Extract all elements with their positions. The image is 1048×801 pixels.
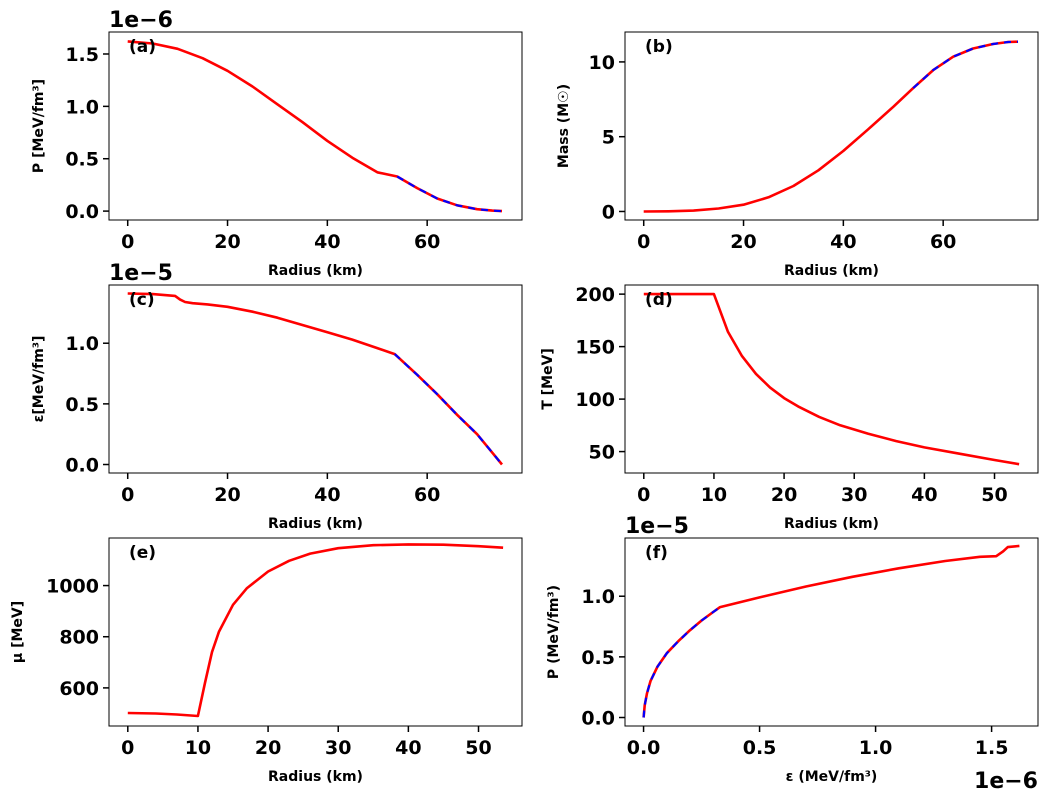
x-tick-label: 30	[325, 737, 351, 759]
x-tick-label: 20	[255, 737, 281, 759]
x-tick-label: 1.0	[859, 737, 893, 759]
y-tick-label: 1000	[46, 576, 99, 598]
y-axis-label: Mass (M☉)	[556, 84, 572, 168]
series-line-b-red	[643, 40, 1019, 213]
plot-frame-e	[108, 537, 523, 727]
x-tick-label: 40	[395, 737, 421, 759]
x-axis-label: Radius (km)	[784, 263, 879, 279]
y-tick-label: 0.0	[65, 455, 99, 477]
plot-frame-d	[624, 284, 1039, 474]
x-tick-label: 20	[730, 231, 756, 253]
panel-tag-c: (c)	[129, 290, 155, 310]
series-line-f-red	[642, 544, 1020, 718]
y-tick-label: 200	[575, 284, 615, 306]
chart-panel-f: 0.0 0.5 1.0 1.5 0.0 0.5 1.0 ε (MeV/fm³) P (MeV/f…	[546, 514, 1039, 794]
y-tick-label: 5	[602, 127, 615, 149]
x-tick-label: 60	[930, 231, 956, 253]
y-tick-label: 50	[589, 442, 615, 464]
x-tick-label: 40	[911, 484, 937, 506]
x-tick-label: 20	[214, 484, 240, 506]
x-tick-label: 60	[414, 231, 440, 253]
panel-tag-d: (d)	[645, 290, 673, 310]
x-axis-label: Radius (km)	[268, 516, 363, 532]
x-tick-label: 40	[830, 231, 856, 253]
chart-panel-d: 0 10 20 30 40 50 50 100 150 200 Radius (km) T [MeV]…	[540, 284, 1039, 532]
x-tick-label: 20	[771, 484, 797, 506]
chart-panel-b: 0 20 40 60 0 5 10 Radius (km) Mass (M☉) (b)	[556, 31, 1039, 279]
y-offset-text: 1e−5	[109, 261, 173, 286]
x-tick-label: 40	[314, 231, 340, 253]
x-tick-label: 50	[465, 737, 491, 759]
x-tick-label: 60	[414, 484, 440, 506]
panel-tag-f: (f)	[645, 543, 668, 563]
plot-frame-f	[624, 537, 1039, 727]
x-tick-label: 0	[637, 484, 650, 506]
x-tick-label: 1.5	[975, 737, 1009, 759]
x-tick-label: 30	[841, 484, 867, 506]
panel-tag-e: (e)	[129, 543, 156, 563]
series-line-d-red	[643, 292, 1020, 466]
chart-panel-c: 0 20 40 60 0.0 0.5 1.0 Radius (km) ε[MeV/fm³] (c)…	[31, 261, 523, 532]
plot-frame-b	[624, 31, 1039, 221]
y-tick-label: 0.5	[65, 394, 99, 416]
x-axis-label: Radius (km)	[268, 769, 363, 785]
x-axis-label: ε (MeV/fm³)	[786, 769, 878, 785]
x-tick-label: 20	[214, 231, 240, 253]
y-tick-label: 0.5	[581, 647, 615, 669]
chart-panel-e: 0 10 20 30 40 50 600 800 1000 Radius (km) μ [MeV] (…	[10, 537, 523, 785]
series-line-e-red	[127, 543, 504, 718]
y-tick-label: 800	[59, 627, 99, 649]
series-line-c-blue	[393, 353, 503, 466]
x-axis-label: Radius (km)	[784, 516, 879, 532]
y-offset-text: 1e−5	[625, 514, 689, 539]
x-tick-label: 0	[637, 231, 650, 253]
y-axis-label: P (MeV/fm³)	[546, 585, 562, 679]
y-axis-label: P [MeV/fm³]	[31, 79, 47, 173]
x-tick-label: 10	[185, 737, 211, 759]
series-line-a-blue	[396, 175, 503, 213]
chart-panel-a: 0 20 40 60 0.0 0.5 1.0 1.5 Radius (km) P [MeV/fm³…	[31, 8, 523, 279]
x-tick-label: 0	[121, 737, 134, 759]
series-line-f-blue	[642, 606, 721, 718]
y-tick-label: 10	[589, 52, 615, 74]
x-tick-label: 0.0	[627, 737, 661, 759]
x-tick-label: 0	[121, 484, 134, 506]
plot-frame-c	[108, 284, 523, 474]
y-tick-label: 600	[59, 678, 99, 700]
y-tick-label: 1.0	[65, 96, 99, 118]
series-line-a-red	[127, 40, 503, 213]
y-tick-label: 1.5	[65, 44, 99, 66]
plot-frame-a	[108, 31, 523, 221]
panel-tag-a: (a)	[129, 37, 156, 57]
y-tick-label: 0.0	[581, 708, 615, 730]
y-tick-label: 0.0	[65, 201, 99, 223]
y-axis-label: T [MeV]	[540, 348, 556, 409]
y-axis-label: ε[MeV/fm³]	[31, 336, 47, 423]
series-line-c-red	[127, 292, 504, 466]
x-tick-label: 0.5	[743, 737, 777, 759]
x-tick-label: 50	[981, 484, 1007, 506]
x-tick-label: 0	[121, 231, 134, 253]
y-tick-label: 150	[575, 337, 615, 359]
y-tick-label: 0.5	[65, 149, 99, 171]
x-tick-label: 40	[314, 484, 340, 506]
y-tick-label: 1.0	[65, 333, 99, 355]
y-offset-text: 1e−6	[109, 8, 173, 33]
y-axis-label: μ [MeV]	[10, 601, 26, 663]
panel-tag-b: (b)	[645, 37, 673, 57]
y-tick-label: 100	[575, 389, 615, 411]
series-line-b-blue	[912, 40, 1019, 89]
y-tick-label: 1.0	[581, 586, 615, 608]
x-axis-label: Radius (km)	[268, 263, 363, 279]
x-tick-label: 10	[701, 484, 727, 506]
y-tick-label: 0	[602, 201, 615, 223]
x-offset-text: 1e−6	[974, 769, 1038, 794]
